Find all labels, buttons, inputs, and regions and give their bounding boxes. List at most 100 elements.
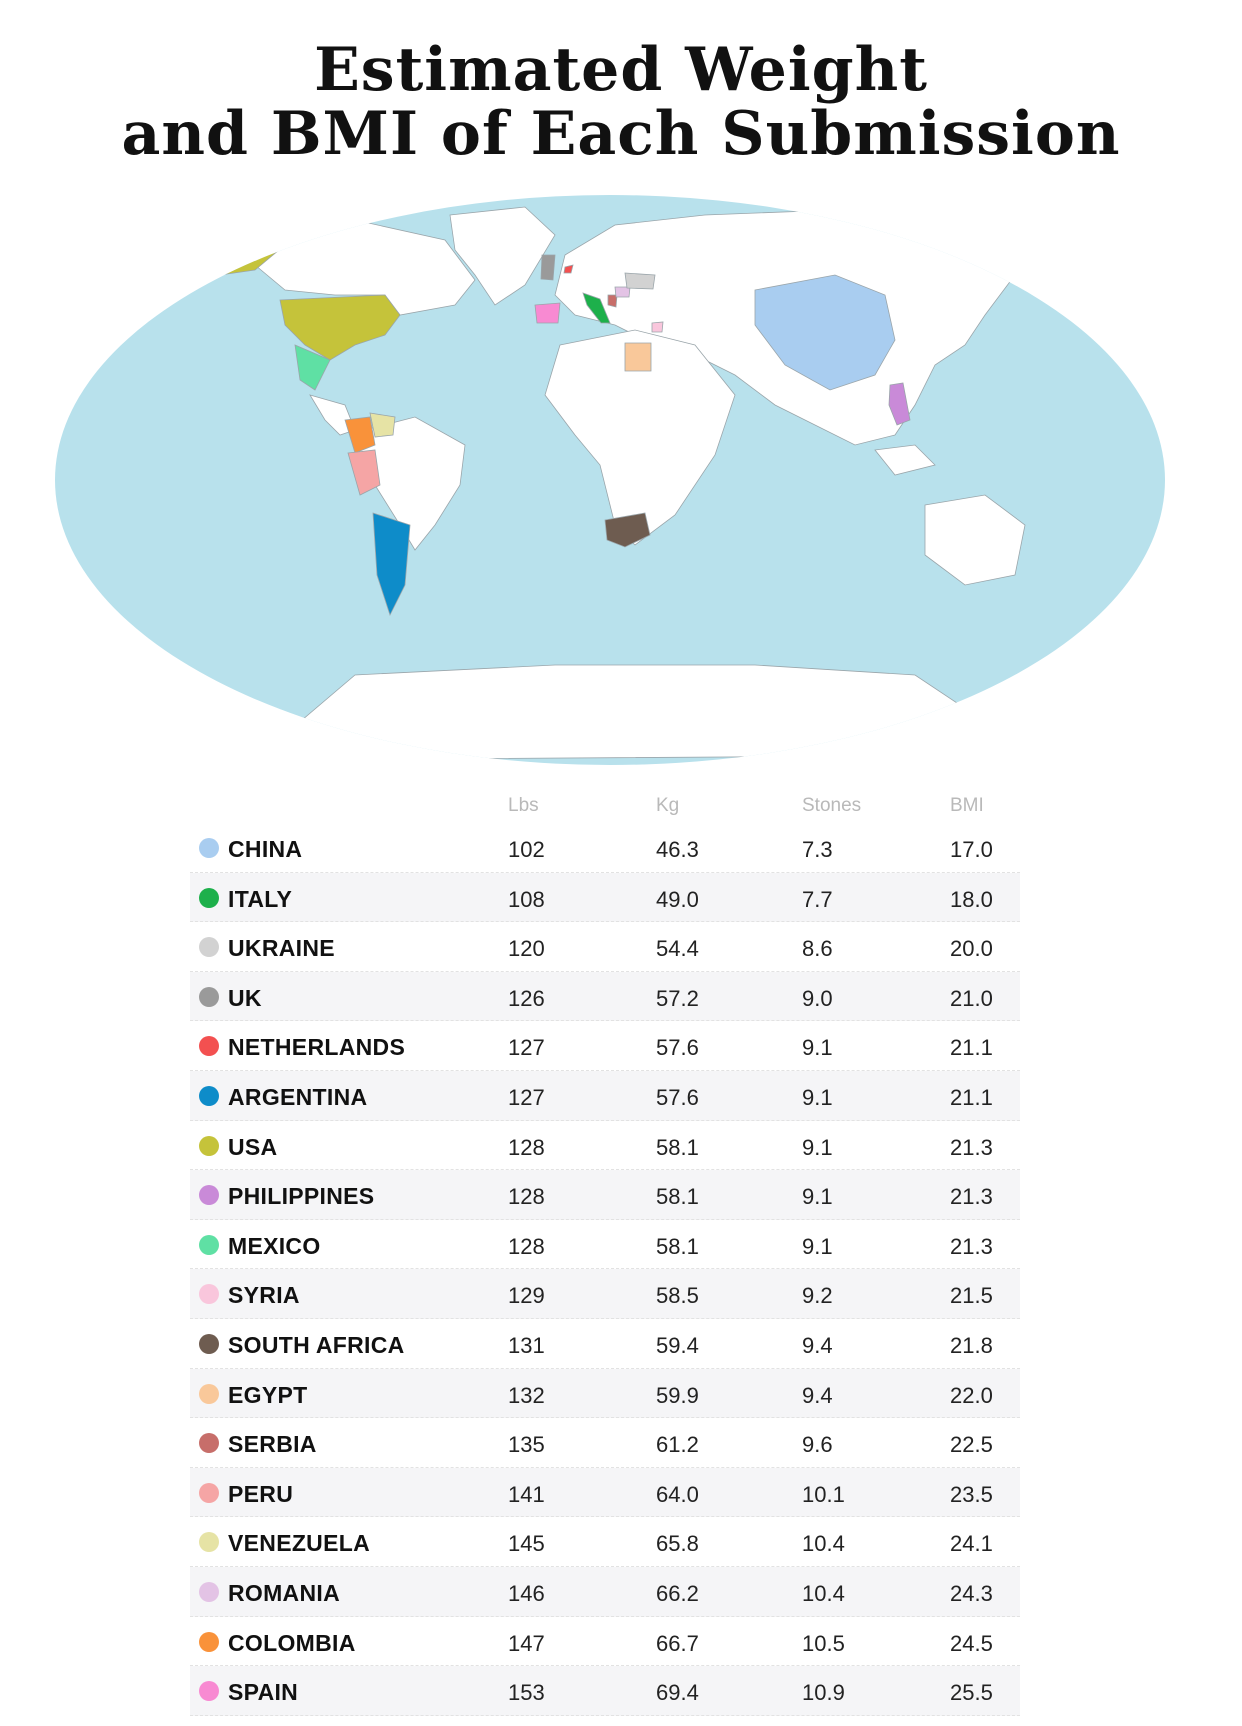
country-name: COLOMBIA bbox=[228, 1629, 356, 1656]
world-map bbox=[55, 195, 1165, 765]
table-header: Lbs Kg Stones BMI bbox=[190, 785, 1020, 823]
legend-dot bbox=[199, 887, 219, 908]
lbs-value: 128 bbox=[508, 1134, 545, 1160]
lbs-value: 108 bbox=[508, 886, 545, 912]
data-table: Lbs Kg Stones BMI CHINA 102 46.3 7.3 17.0 ITA… bbox=[190, 785, 1020, 1716]
kg-value: 59.4 bbox=[656, 1332, 699, 1358]
legend-dot bbox=[199, 1383, 219, 1404]
col-bmi: BMI bbox=[950, 795, 984, 816]
lbs-value: 126 bbox=[508, 985, 545, 1011]
stones-value: 9.1 bbox=[802, 1035, 833, 1061]
stones-value: 8.6 bbox=[802, 936, 833, 962]
kg-value: 64.0 bbox=[656, 1481, 699, 1507]
country-name: PHILIPPINES bbox=[228, 1183, 375, 1210]
lbs-value: 135 bbox=[508, 1432, 545, 1458]
country-name: PERU bbox=[228, 1480, 294, 1507]
country-peru bbox=[347, 449, 381, 496]
kg-value: 57.2 bbox=[656, 985, 699, 1011]
stones-value: 9.4 bbox=[802, 1382, 833, 1408]
country-ukraine bbox=[624, 272, 656, 290]
table-row: UK 126 57.2 9.0 21.0 bbox=[190, 971, 1020, 1022]
lbs-value: 147 bbox=[508, 1630, 545, 1656]
kg-value: 59.9 bbox=[656, 1382, 699, 1408]
stones-value: 10.4 bbox=[802, 1531, 845, 1557]
country-syria bbox=[651, 321, 664, 333]
kg-value: 58.1 bbox=[656, 1184, 699, 1210]
bmi-value: 21.5 bbox=[950, 1283, 993, 1309]
kg-value: 58.1 bbox=[656, 1233, 699, 1259]
col-lbs: Lbs bbox=[508, 795, 539, 816]
kg-value: 49.0 bbox=[656, 886, 699, 912]
land-central-america bbox=[309, 394, 356, 436]
table-row: UKRAINE 120 54.4 8.6 20.0 bbox=[190, 922, 1020, 972]
stones-value: 9.1 bbox=[802, 1084, 833, 1110]
country-usa bbox=[279, 294, 401, 361]
kg-value: 65.8 bbox=[656, 1531, 699, 1557]
country-name: VENEZUELA bbox=[228, 1530, 370, 1557]
legend-dot bbox=[199, 1036, 219, 1057]
stones-value: 9.1 bbox=[802, 1134, 833, 1160]
bmi-value: 17.0 bbox=[950, 837, 993, 862]
col-stones: Stones bbox=[802, 795, 862, 816]
country-name: SERBIA bbox=[228, 1431, 317, 1458]
bmi-value: 21.8 bbox=[950, 1332, 993, 1358]
stones-value: 9.2 bbox=[802, 1283, 833, 1309]
bmi-value: 21.1 bbox=[950, 1084, 993, 1110]
kg-value: 46.3 bbox=[656, 837, 699, 862]
table-row: ITALY 108 49.0 7.7 18.0 bbox=[190, 872, 1020, 923]
country-italy bbox=[582, 292, 611, 324]
lbs-value: 127 bbox=[508, 1084, 545, 1110]
table-row: MEXICO 128 58.1 9.1 21.3 bbox=[190, 1220, 1020, 1270]
land-africa bbox=[544, 329, 736, 546]
lbs-value: 127 bbox=[508, 1035, 545, 1061]
stones-value: 9.0 bbox=[802, 985, 833, 1011]
stones-value: 9.1 bbox=[802, 1184, 833, 1210]
page-title: Estimated Weight and BMI of Each Submiss… bbox=[0, 38, 1242, 166]
table-row: NETHERLANDS 127 57.6 9.1 21.1 bbox=[190, 1021, 1020, 1071]
bmi-value: 21.0 bbox=[950, 985, 993, 1011]
lbs-value: 141 bbox=[508, 1481, 545, 1507]
country-name: SYRIA bbox=[228, 1282, 300, 1309]
legend-dot bbox=[199, 1284, 219, 1305]
country-egypt bbox=[624, 342, 652, 372]
stones-value: 10.9 bbox=[802, 1680, 845, 1706]
table-row: SPAIN 153 69.4 10.9 25.5 bbox=[190, 1666, 1020, 1716]
legend-dot bbox=[199, 838, 219, 858]
land-greenland bbox=[449, 206, 556, 306]
land-antarctica bbox=[253, 664, 1037, 761]
land-australia bbox=[924, 494, 1026, 586]
country-south-africa bbox=[604, 512, 651, 548]
bmi-value: 21.1 bbox=[950, 1035, 993, 1061]
col-kg: Kg bbox=[656, 795, 680, 816]
stones-value: 9.6 bbox=[802, 1432, 833, 1458]
legend-dot bbox=[199, 1333, 219, 1354]
bmi-value: 21.3 bbox=[950, 1134, 993, 1160]
table-row: ROMANIA 146 66.2 10.4 24.3 bbox=[190, 1566, 1020, 1617]
table-row: COLOMBIA 147 66.7 10.5 24.5 bbox=[190, 1617, 1020, 1667]
country-name: SPAIN bbox=[228, 1679, 299, 1706]
legend-dot bbox=[199, 1135, 219, 1156]
stones-value: 10.4 bbox=[802, 1580, 845, 1606]
country-colombia bbox=[344, 416, 376, 454]
table-row: EGYPT 132 59.9 9.4 22.0 bbox=[190, 1368, 1020, 1419]
title-line-2: and BMI of Each Submission bbox=[121, 99, 1121, 169]
bmi-value: 22.0 bbox=[950, 1382, 993, 1408]
table-row: USA 128 58.1 9.1 21.3 bbox=[190, 1121, 1020, 1171]
country-name: ARGENTINA bbox=[228, 1083, 368, 1110]
stones-value: 9.4 bbox=[802, 1332, 833, 1358]
table-row: SOUTH AFRICA 131 59.4 9.4 21.8 bbox=[190, 1319, 1020, 1369]
kg-value: 54.4 bbox=[656, 936, 699, 962]
lbs-value: 145 bbox=[508, 1531, 545, 1557]
country-netherlands bbox=[563, 264, 574, 274]
bmi-value: 21.3 bbox=[950, 1233, 993, 1259]
table-row: PERU 141 64.0 10.1 23.5 bbox=[190, 1467, 1020, 1518]
title-line-1: Estimated Weight bbox=[314, 35, 928, 105]
land-indonesia bbox=[874, 444, 936, 476]
table-row: SYRIA 129 58.5 9.2 21.5 bbox=[190, 1269, 1020, 1319]
table-row: ARGENTINA 127 57.6 9.1 21.1 bbox=[190, 1070, 1020, 1121]
country-argentina bbox=[372, 512, 411, 617]
lbs-value: 128 bbox=[508, 1184, 545, 1210]
lbs-value: 146 bbox=[508, 1580, 545, 1606]
kg-value: 57.6 bbox=[656, 1084, 699, 1110]
table-row: VENEZUELA 145 65.8 10.4 24.1 bbox=[190, 1517, 1020, 1567]
